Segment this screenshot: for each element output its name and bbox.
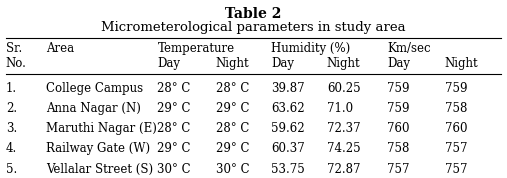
Text: Temperature: Temperature [158,42,235,55]
Text: 760: 760 [445,122,467,135]
Text: 72.87: 72.87 [327,163,360,176]
Text: Night: Night [327,57,360,70]
Text: 72.37: 72.37 [327,122,360,135]
Text: 758: 758 [387,142,410,155]
Text: Km/sec: Km/sec [387,42,431,55]
Text: 28° C: 28° C [158,82,191,95]
Text: 28° C: 28° C [158,122,191,135]
Text: No.: No. [6,57,27,70]
Text: Railway Gate (W): Railway Gate (W) [46,142,150,155]
Text: 60.37: 60.37 [271,142,305,155]
Text: Micrometerological parameters in study area: Micrometerological parameters in study a… [101,21,406,34]
Text: 3.: 3. [6,122,17,135]
Text: Area: Area [46,42,75,55]
Text: 757: 757 [445,142,467,155]
Text: 759: 759 [387,102,410,115]
Text: 757: 757 [387,163,410,176]
Text: 29° C: 29° C [158,102,191,115]
Text: 29° C: 29° C [215,102,249,115]
Text: 758: 758 [445,102,467,115]
Text: 53.75: 53.75 [271,163,305,176]
Text: 757: 757 [445,163,467,176]
Text: 759: 759 [387,82,410,95]
Text: Anna Nagar (N): Anna Nagar (N) [46,102,141,115]
Text: 60.25: 60.25 [327,82,360,95]
Text: Sr.: Sr. [6,42,22,55]
Text: Day: Day [387,57,411,70]
Text: 39.87: 39.87 [271,82,305,95]
Text: Humidity (%): Humidity (%) [271,42,350,55]
Text: 59.62: 59.62 [271,122,305,135]
Text: 5.: 5. [6,163,17,176]
Text: Table 2: Table 2 [225,7,282,20]
Text: 63.62: 63.62 [271,102,305,115]
Text: 30° C: 30° C [215,163,249,176]
Text: 2.: 2. [6,102,17,115]
Text: Night: Night [445,57,478,70]
Text: 30° C: 30° C [158,163,191,176]
Text: 4.: 4. [6,142,17,155]
Text: Vellalar Street (S): Vellalar Street (S) [46,163,153,176]
Text: College Campus: College Campus [46,82,143,95]
Text: 29° C: 29° C [158,142,191,155]
Text: 760: 760 [387,122,410,135]
Text: Night: Night [215,57,249,70]
Text: Day: Day [271,57,294,70]
Text: 1.: 1. [6,82,17,95]
Text: 71.0: 71.0 [327,102,353,115]
Text: 28° C: 28° C [215,82,249,95]
Text: Maruthi Nagar (E): Maruthi Nagar (E) [46,122,157,135]
Text: 74.25: 74.25 [327,142,360,155]
Text: 28° C: 28° C [215,122,249,135]
Text: 29° C: 29° C [215,142,249,155]
Text: 759: 759 [445,82,467,95]
Text: Day: Day [158,57,180,70]
